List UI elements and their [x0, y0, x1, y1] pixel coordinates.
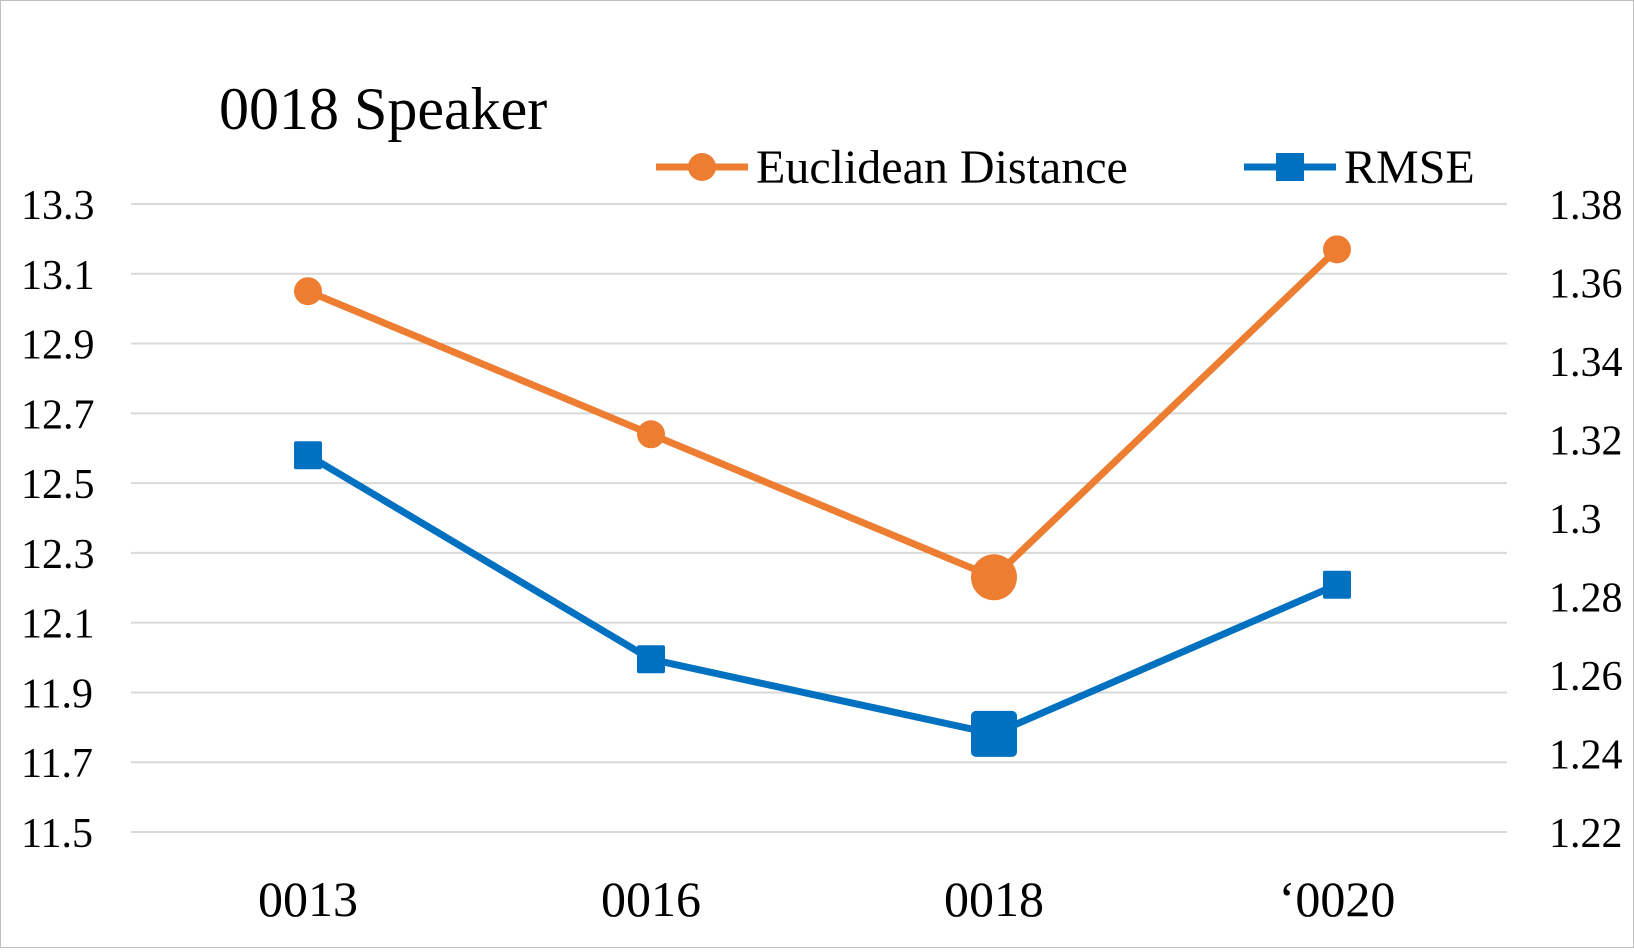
right-tick-label: 1.36 — [1549, 262, 1623, 308]
left-tick-label: 12.3 — [21, 532, 95, 578]
data-point — [1323, 235, 1351, 264]
series-line — [306, 246, 1340, 581]
right-axis-ticks: 1.38 1.36 1.34 1.32 1.3 1.28 1.26 1.24 1.22 — [1549, 183, 1623, 857]
data-point — [971, 554, 1017, 601]
right-tick-label: 1.22 — [1549, 811, 1623, 857]
series-line — [306, 452, 1339, 738]
right-tick-label: 1.28 — [1549, 576, 1623, 622]
left-tick-label: 12.5 — [21, 462, 95, 508]
x-tick-label: 0018 — [944, 871, 1044, 927]
data-point — [1323, 570, 1351, 599]
legend-item: RMSE — [1244, 141, 1475, 194]
legend-label: RMSE — [1344, 141, 1475, 194]
right-tick-label: 1.24 — [1549, 733, 1623, 779]
series-euclidean-distance — [294, 235, 1351, 601]
right-tick-label: 1.3 — [1549, 497, 1602, 543]
x-axis-ticks: 0013 0016 0018 ‘0020 — [258, 871, 1395, 927]
data-point — [294, 441, 322, 470]
right-tick-label: 1.32 — [1549, 419, 1623, 465]
left-axis-ticks: 13.3 13.1 12.9 12.7 12.5 12.3 12.1 11.9 11.7 11.5 — [21, 183, 95, 857]
data-point — [637, 645, 665, 674]
left-tick-label: 13.1 — [21, 253, 95, 299]
legend-marker — [1276, 153, 1304, 181]
left-tick-label: 12.7 — [21, 392, 95, 438]
legend: Euclidean Distance RMSE — [656, 141, 1475, 194]
left-tick-label: 13.3 — [21, 183, 95, 229]
data-point — [971, 710, 1017, 757]
data-point — [294, 277, 322, 306]
right-tick-label: 1.34 — [1549, 340, 1623, 386]
data-point — [637, 420, 665, 449]
legend-item: Euclidean Distance — [656, 141, 1128, 194]
series-layer — [294, 235, 1351, 757]
left-tick-label: 11.5 — [21, 811, 93, 857]
x-tick-label: 0013 — [258, 871, 358, 927]
series-rmse — [294, 441, 1351, 757]
legend-label: Euclidean Distance — [756, 141, 1128, 194]
chart-title: 0018 Speaker — [219, 76, 547, 142]
left-tick-label: 12.1 — [21, 602, 95, 648]
right-tick-label: 1.26 — [1549, 654, 1623, 700]
left-tick-label: 11.7 — [21, 741, 93, 787]
legend-marker — [688, 153, 716, 181]
gridlines — [131, 203, 1507, 833]
x-tick-label: 0016 — [601, 871, 701, 927]
right-tick-label: 1.38 — [1549, 183, 1623, 229]
x-tick-label: ‘0020 — [1279, 871, 1396, 927]
left-tick-label: 11.9 — [21, 671, 93, 717]
left-tick-label: 12.9 — [21, 323, 95, 369]
